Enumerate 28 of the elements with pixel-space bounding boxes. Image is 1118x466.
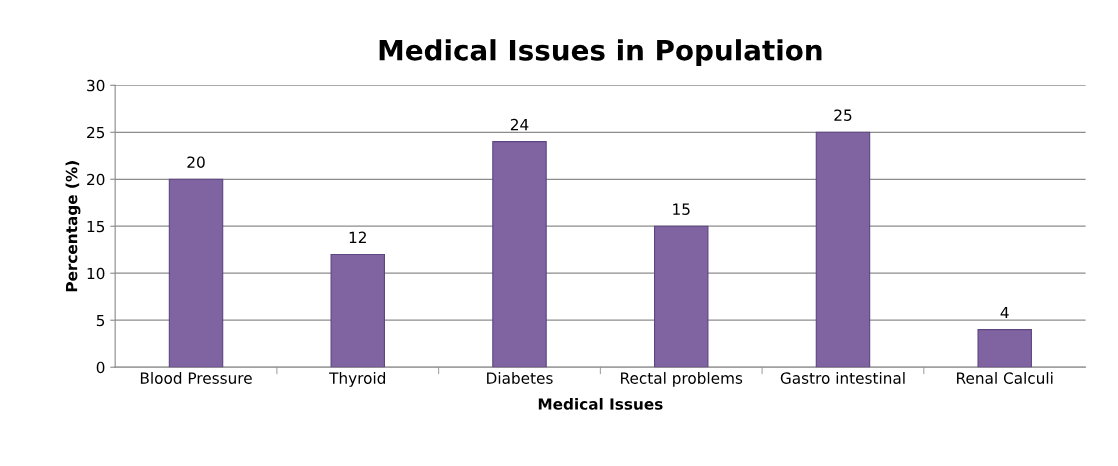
bar [815,131,871,368]
data-label: 24 [510,118,529,131]
x-tick-label: Blood Pressure [140,372,252,384]
y-axis-title: Percentage (%) [65,161,81,292]
bar [330,253,386,368]
y-tick-label: 15 [87,220,105,233]
data-label: 12 [349,231,366,243]
bar [977,329,1032,368]
bar [168,178,224,368]
chart-title: Medical Issues in Population [379,39,822,67]
y-tick-label: 10 [87,267,105,280]
x-axis-title: Medical Issues [538,397,663,410]
y-tick-label: 30 [87,79,105,92]
y-tick-label: 25 [87,126,105,139]
data-label: 4 [1000,306,1009,319]
bar [492,141,547,368]
bar [653,225,709,368]
data-label: 20 [187,156,205,168]
x-tick-label: Renal Calculi [957,372,1053,384]
x-tick-label: Thyroid [329,372,386,387]
data-label: 25 [834,109,852,121]
x-tick-label: Diabetes [487,372,553,384]
x-tick-label: Rectal problems [621,372,743,387]
x-tick-label: Gastro intestinal [780,372,905,384]
y-tick-label: 0 [96,361,105,374]
y-tick-label: 20 [87,173,105,186]
y-tick-label: 5 [96,314,105,327]
data-label: 15 [673,203,690,215]
